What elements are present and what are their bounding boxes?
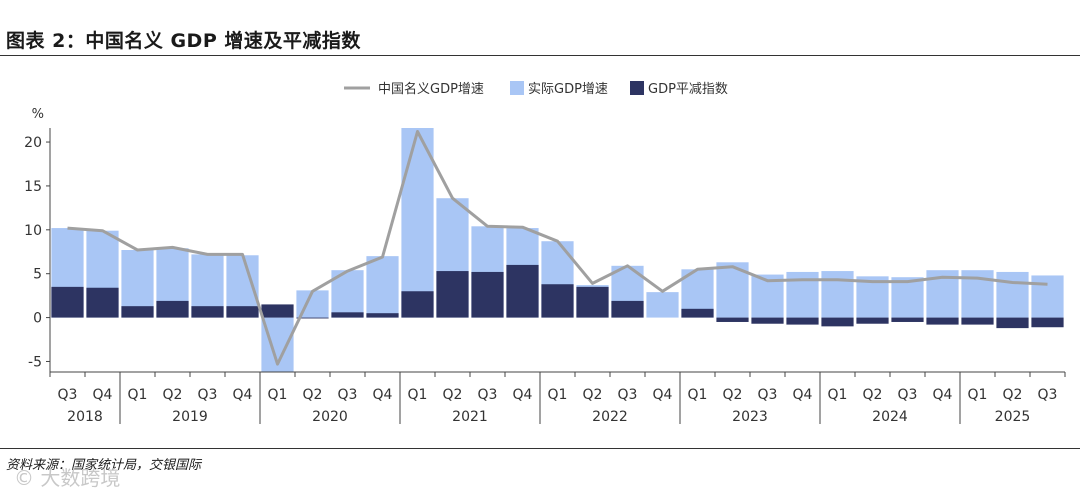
bar-gdp-deflator (471, 271, 504, 318)
line-nominal-gdp (67, 130, 1048, 366)
bar-gdp-deflator (856, 317, 889, 324)
x-label-year: 2021 (452, 409, 488, 425)
bar-gdp-deflator (751, 317, 784, 324)
bar-gdp-deflator (366, 313, 399, 318)
bars-layer (51, 128, 1064, 372)
x-tick-label-quarter: Q3 (198, 387, 218, 403)
x-tick-label-quarter: Q2 (443, 387, 463, 403)
bar-real-gdp (821, 271, 854, 318)
x-axis: Q3 Q4 Q1 Q2 Q3 Q4 Q1 Q2 Q3 Q4 Q1 Q2 Q3 Q4 Q1 Q2 Q3 Q4 Q1 Q2… (49, 371, 1066, 425)
x-tick-label-quarter: Q2 (303, 387, 323, 403)
x-tick-label-quarter: Q3 (338, 387, 358, 403)
bar-gdp-deflator (296, 317, 329, 319)
bar-gdp-deflator (261, 304, 294, 318)
title-divider (0, 55, 1080, 56)
line-layer (67, 130, 1048, 366)
x-tick-label-quarter: Q3 (478, 387, 498, 403)
x-label-year: 2019 (172, 409, 208, 425)
x-tick-label-quarter: Q2 (723, 387, 743, 403)
x-tick-label-quarter: Q1 (268, 387, 288, 403)
bar-gdp-deflator (506, 264, 539, 318)
x-tick-label-quarter: Q1 (548, 387, 568, 403)
bar-real-gdp (996, 271, 1029, 318)
x-tick-label-quarter: Q1 (968, 387, 988, 403)
bar-gdp-deflator (681, 308, 714, 318)
legend-label-deflator: GDP平减指数 (648, 82, 728, 97)
bar-gdp-deflator (51, 286, 84, 318)
y-tick-label: 5 (33, 267, 42, 283)
bar-gdp-deflator (541, 284, 574, 318)
x-tick-label-quarter: Q2 (863, 387, 883, 403)
bar-gdp-deflator (156, 300, 189, 318)
chart-legend: 中国名义GDP增速 实际GDP增速 GDP平减指数 (344, 81, 728, 97)
bar-real-gdp (401, 128, 434, 318)
bar-gdp-deflator (436, 271, 469, 318)
x-tick-label-quarter: Q1 (128, 387, 148, 403)
bar-gdp-deflator (576, 286, 609, 318)
x-label-year: 2025 (995, 409, 1031, 425)
y-axis-unit: % (32, 107, 44, 122)
x-tick-label-quarter: Q3 (1038, 387, 1058, 403)
bar-gdp-deflator (86, 287, 119, 318)
x-tick-label-quarter: Q4 (933, 387, 953, 403)
x-tick-label-quarter: Q1 (828, 387, 848, 403)
y-axis: % -5 0 5 10 15 20 (24, 107, 51, 372)
y-tick-label: 0 (33, 311, 42, 327)
bar-gdp-deflator (1031, 317, 1064, 328)
x-tick-label-quarter: Q3 (618, 387, 638, 403)
bar-gdp-deflator (821, 317, 854, 327)
bar-real-gdp (856, 276, 889, 318)
y-tick-label: 20 (24, 135, 42, 151)
x-tick-label-quarter: Q1 (408, 387, 428, 403)
legend-label-real: 实际GDP增速 (528, 82, 608, 97)
figure-title: 图表 2：中国名义 GDP 增速及平减指数 (6, 30, 361, 52)
bar-gdp-deflator (611, 300, 644, 318)
x-tick-label-quarter: Q2 (1003, 387, 1023, 403)
bar-gdp-deflator (401, 291, 434, 318)
x-label-year: 2020 (312, 409, 348, 425)
bar-gdp-deflator (926, 317, 959, 325)
bar-gdp-deflator (716, 317, 749, 322)
y-tick-label: 15 (24, 179, 42, 195)
watermark: © 大数跨境 (14, 466, 121, 490)
bar-real-gdp (891, 277, 924, 318)
x-tick-label-quarter: Q3 (758, 387, 778, 403)
x-tick-label-quarter: Q4 (233, 387, 253, 403)
gdp-chart: 中国名义GDP增速 实际GDP增速 GDP平减指数 % -5 0 5 10 15 20 Q3 Q4… (24, 81, 1066, 425)
bar-gdp-deflator (121, 306, 154, 318)
x-label-year: 2022 (592, 409, 628, 425)
y-tick-label: -5 (28, 354, 42, 370)
bar-gdp-deflator (996, 317, 1029, 329)
legend-swatch-real (510, 81, 524, 95)
x-label-year: 2024 (872, 409, 908, 425)
x-tick-label-quarter: Q4 (513, 387, 533, 403)
x-tick-label-quarter: Q1 (688, 387, 708, 403)
bar-gdp-deflator (331, 312, 364, 318)
legend-label-nominal: 中国名义GDP增速 (378, 81, 484, 97)
footer-divider (0, 448, 1080, 449)
bar-real-gdp (1031, 275, 1064, 318)
x-tick-label-quarter: Q3 (898, 387, 918, 403)
y-tick-label: 10 (24, 223, 42, 239)
source-note: 资料来源：国家统计局，交银国际 (6, 458, 202, 473)
bar-gdp-deflator (191, 306, 224, 318)
bar-gdp-deflator (961, 317, 994, 325)
bar-gdp-deflator (226, 306, 259, 318)
bar-real-gdp (366, 256, 399, 318)
x-label-year: 2018 (67, 409, 103, 425)
x-tick-label-quarter: Q4 (793, 387, 813, 403)
bar-gdp-deflator (891, 317, 924, 322)
x-label-year: 2023 (732, 409, 768, 425)
legend-swatch-deflator (630, 81, 644, 95)
x-tick-label-quarter: Q3 (58, 387, 78, 403)
x-tick-label-quarter: Q4 (653, 387, 673, 403)
x-tick-label-quarter: Q4 (93, 387, 113, 403)
bar-real-gdp (646, 292, 679, 318)
x-tick-label-quarter: Q4 (373, 387, 393, 403)
x-tick-label-quarter: Q2 (163, 387, 183, 403)
x-tick-label-quarter: Q2 (583, 387, 603, 403)
bar-gdp-deflator (786, 317, 819, 325)
